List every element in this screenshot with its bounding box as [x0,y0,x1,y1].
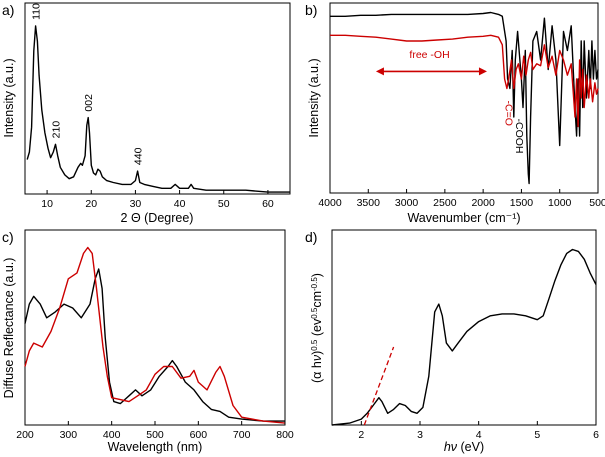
panel-a-ticks: 10 20 30 40 50 60 [41,190,274,210]
panel-b-ylabel: Intensity (a.u.) [307,58,321,137]
panel-d-ylabel: (α hν)0.5 (ev0.5cm-0.5) [310,273,325,383]
x-tick-label: 800 [276,429,294,441]
panel-a-xlabel: 2 Θ (Degree) [121,211,194,225]
panel-d: d) (α hν)0.5 (ev0.5cm-0.5) hν (eV) 2 3 4 5 6 [305,229,599,454]
peak-label: 440 [133,147,145,165]
panel-a-ylabel: Intensity (a.u.) [2,58,16,137]
panel-b: b) Intensity (a.u.) Wavenumber (cm⁻¹) 40… [305,2,605,225]
series-black [330,11,599,185]
panel-b-annotations: free -OH -C=O-COOH [375,49,525,154]
x-tick-label: 200 [16,429,34,441]
arrow-head-left [375,67,384,76]
x-tick-label: 300 [60,429,78,441]
panel-c-label: c) [2,229,14,245]
panel-c-xlabel: Wavelength (nm) [108,440,203,454]
x-tick-label: 30 [130,198,142,210]
panel-b-xlabel: Wavenumber (cm⁻¹) [407,211,520,225]
panel-c: c) Diffuse Reflectance (a.u.) Wavelength… [2,229,294,454]
series-red [24,246,286,424]
panel-b-ticks: 4000 3500 3000 2500 2000 1500 1000 500 [318,189,605,209]
x-tick-label: 3 [417,429,423,441]
x-tick-label: 4 [476,429,482,441]
peak-label: 110 [31,3,43,20]
x-tick-label: 5 [534,429,540,441]
x-tick-label: 3000 [395,197,419,209]
x-tick-label: 10 [41,198,53,210]
x-tick-label: 500 [589,197,605,209]
panel-c-frame [24,229,286,426]
panel-d-ticks: 2 3 4 5 6 [358,421,599,441]
panel-a: a) Intensity (a.u.) 2 Θ (Degree) 10 20 30 4… [2,2,291,225]
annotation-label: -COOH [513,119,525,154]
x-tick-label: 400 [103,429,121,441]
x-tick-label: 1500 [510,197,534,209]
panel-a-series [26,25,290,193]
x-tick-label: 6 [593,429,599,441]
panel-c-ticks: 200 300 400 500 600 700 800 [16,421,294,441]
x-tick-label: 40 [174,198,186,210]
panel-a-annotations: 110 210 002 440 [31,3,145,165]
series-black [331,248,597,426]
panel-c-series [24,246,286,424]
series-tangent [363,346,395,426]
x-tick-label: 500 [146,429,164,441]
x-tick-label: 20 [85,198,97,210]
panel-d-label: d) [305,229,317,245]
panel-d-frame [331,229,597,426]
panel-c-ylabel: Diffuse Reflectance (a.u.) [2,258,16,399]
peak-label: 210 [50,121,62,139]
x-tick-label: 3500 [357,197,381,209]
annotation-label: free -OH [409,49,449,61]
panel-a-label: a) [2,2,14,18]
arrow-head-right [478,67,487,76]
panel-b-frame [329,2,599,194]
x-tick-label: 600 [190,429,208,441]
panel-b-label: b) [305,2,317,18]
panel-b-series [330,11,599,185]
panel-a-frame [24,2,291,195]
x-tick-label: 2500 [433,197,457,209]
panel-d-xlabel: hν (eV) [444,440,484,454]
x-tick-label: 2 [358,429,364,441]
annotation-label: -C=O [502,101,514,126]
series-xrd [26,25,290,193]
x-tick-label: 700 [233,429,251,441]
x-tick-label: 50 [218,198,230,210]
series-red [330,34,599,128]
x-tick-label: 60 [262,198,274,210]
x-tick-label: 1000 [548,197,572,209]
x-tick-label: 4000 [318,197,342,209]
peak-label: 002 [83,94,95,112]
panel-d-series [331,248,597,426]
x-tick-label: 2000 [471,197,495,209]
